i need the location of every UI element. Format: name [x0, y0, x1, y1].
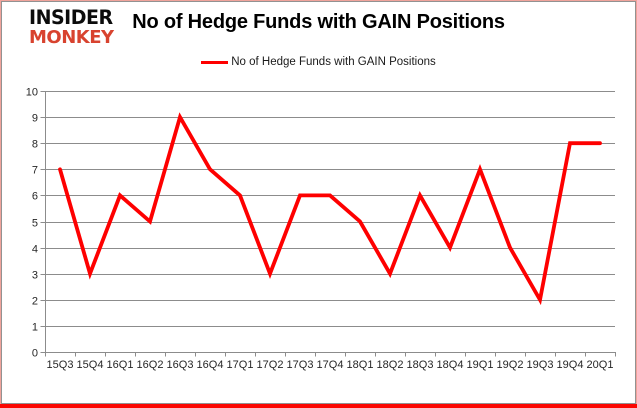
x-axis-label: 15Q3 [47, 359, 74, 371]
x-axis-label: 19Q4 [557, 359, 584, 371]
x-axis-label: 17Q1 [227, 359, 254, 371]
x-axis-label: 18Q1 [347, 359, 374, 371]
x-axis-label: 16Q1 [107, 359, 134, 371]
logo-text-insider: INSIDER [29, 6, 113, 30]
logo-text-monkey: MONKEY [29, 27, 114, 48]
x-axis-label: 16Q3 [167, 359, 194, 371]
y-axis-label: 1 [32, 322, 38, 334]
series-line [58, 112, 602, 306]
x-axis-label: 20Q1 [587, 359, 614, 371]
y-axis-label: 4 [32, 244, 38, 256]
y-axis-label: 10 [26, 87, 38, 99]
y-axis-label: 0 [32, 348, 38, 360]
x-axis-label: 19Q3 [527, 359, 554, 371]
x-axis-label: 15Q4 [77, 359, 104, 371]
legend: No of Hedge Funds with GAIN Positions [0, 56, 637, 68]
y-axis-label: 9 [32, 113, 38, 125]
y-axis-label: 7 [32, 165, 38, 177]
y-axis-label: 6 [32, 191, 38, 203]
y-axis-label: 8 [32, 139, 38, 151]
insider-monkey-logo: INSIDER MONKEY [29, 6, 114, 48]
x-axis-label: 18Q2 [377, 359, 404, 371]
chart-title: No of Hedge Funds with GAIN Positions [132, 11, 505, 33]
x-axis-label: 16Q4 [197, 359, 224, 371]
y-axis-label: 2 [32, 296, 38, 308]
x-axis-label: 18Q4 [437, 359, 464, 371]
card-bottom-red-bar [0, 404, 637, 408]
x-axis-label: 19Q2 [497, 359, 524, 371]
x-axis-label: 18Q3 [407, 359, 434, 371]
x-axis-label: 17Q3 [287, 359, 314, 371]
legend-line-swatch [201, 60, 229, 64]
x-axis-label: 16Q2 [137, 359, 164, 371]
y-axis-label: 3 [32, 270, 38, 282]
legend-label: No of Hedge Funds with GAIN Positions [231, 56, 436, 68]
y-axis-label: 5 [32, 218, 38, 230]
x-axis-label: 17Q4 [317, 359, 344, 371]
x-axis-label: 19Q1 [467, 359, 494, 371]
x-axis-label: 17Q2 [257, 359, 284, 371]
